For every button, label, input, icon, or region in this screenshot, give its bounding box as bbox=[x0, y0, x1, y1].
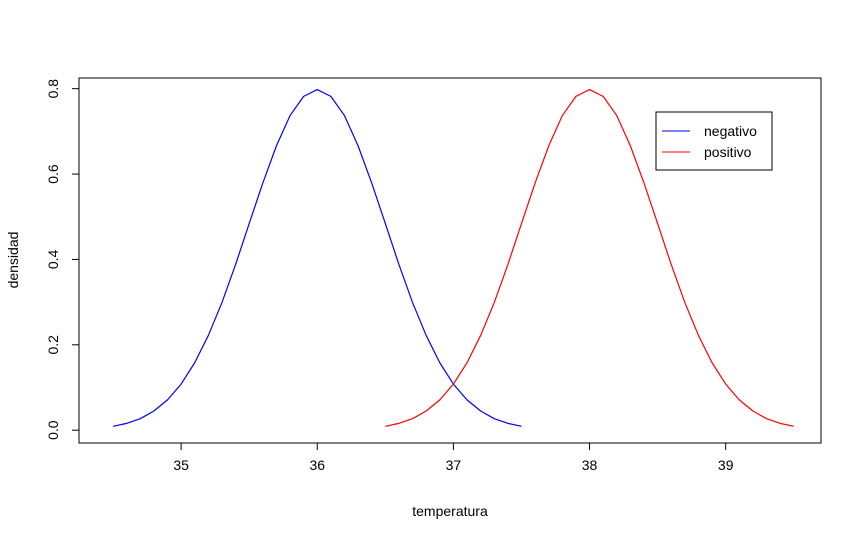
x-tick-label: 38 bbox=[582, 457, 598, 473]
y-tick-label: 0.4 bbox=[45, 249, 61, 269]
series-layer bbox=[112, 88, 794, 427]
y-axis: 0.0 0.2 0.4 0.6 0.8 bbox=[45, 79, 80, 440]
legend-box bbox=[655, 111, 773, 171]
x-tick-label: 37 bbox=[446, 457, 462, 473]
legend-label-positivo: positivo bbox=[704, 144, 752, 160]
y-tick-label: 0.2 bbox=[45, 335, 61, 355]
y-tick-label: 0.6 bbox=[45, 164, 61, 184]
x-axis: 35 36 37 38 39 bbox=[173, 442, 734, 473]
legend-label-negativo: negativo bbox=[704, 123, 757, 139]
y-tick-label: 0.8 bbox=[45, 79, 61, 99]
y-tick-label: 0.0 bbox=[45, 420, 61, 440]
series-line-negativo bbox=[112, 88, 522, 427]
legend: negativo positivo bbox=[655, 111, 773, 171]
y-axis-title: densidad bbox=[5, 232, 21, 289]
x-tick-label: 35 bbox=[173, 457, 189, 473]
series-line-positivo bbox=[385, 88, 794, 427]
x-tick-label: 36 bbox=[309, 457, 325, 473]
x-tick-label: 39 bbox=[718, 457, 734, 473]
x-axis-title: temperatura bbox=[412, 503, 488, 519]
